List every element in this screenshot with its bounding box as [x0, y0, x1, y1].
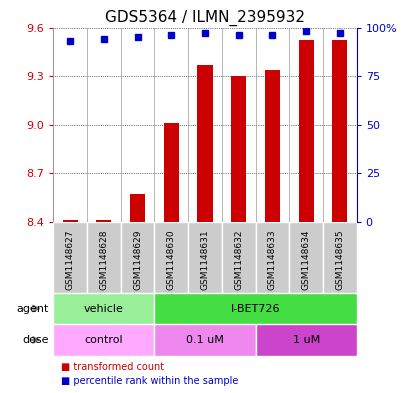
Bar [87, 222, 120, 293]
Bar [255, 222, 289, 293]
Text: GSM1148631: GSM1148631 [200, 229, 209, 290]
Bar [120, 222, 154, 293]
Text: GSM1148635: GSM1148635 [335, 229, 344, 290]
Bar [188, 222, 221, 293]
Text: GSM1148633: GSM1148633 [267, 229, 276, 290]
Text: ■ transformed count: ■ transformed count [61, 362, 164, 373]
Bar [63, 220, 78, 222]
Text: dose: dose [22, 335, 49, 345]
Title: GDS5364 / ILMN_2395932: GDS5364 / ILMN_2395932 [105, 10, 304, 26]
Text: control: control [84, 335, 123, 345]
Text: 0.1 uM: 0.1 uM [186, 335, 223, 345]
Bar [53, 324, 154, 356]
Bar [298, 40, 313, 222]
Bar [221, 222, 255, 293]
Bar [53, 293, 154, 324]
Text: vehicle: vehicle [84, 303, 124, 314]
Bar [322, 222, 356, 293]
Text: ■ percentile rank within the sample: ■ percentile rank within the sample [61, 376, 238, 386]
Bar [331, 40, 346, 222]
Bar [154, 324, 255, 356]
Bar [264, 70, 279, 222]
Text: 1 uM: 1 uM [292, 335, 319, 345]
Bar [163, 123, 178, 222]
Bar [154, 293, 356, 324]
Bar [289, 222, 322, 293]
Bar [197, 65, 212, 222]
Text: GSM1148628: GSM1148628 [99, 229, 108, 290]
Text: agent: agent [17, 303, 49, 314]
Text: GSM1148634: GSM1148634 [301, 229, 310, 290]
Text: GSM1148632: GSM1148632 [234, 229, 243, 290]
Text: GSM1148627: GSM1148627 [65, 229, 74, 290]
Bar [96, 220, 111, 222]
Bar [231, 76, 246, 222]
Bar [255, 324, 356, 356]
Text: GSM1148629: GSM1148629 [133, 229, 142, 290]
Bar [130, 195, 145, 222]
Text: I-BET726: I-BET726 [230, 303, 280, 314]
Bar [154, 222, 188, 293]
Text: GSM1148630: GSM1148630 [166, 229, 175, 290]
Bar [53, 222, 87, 293]
